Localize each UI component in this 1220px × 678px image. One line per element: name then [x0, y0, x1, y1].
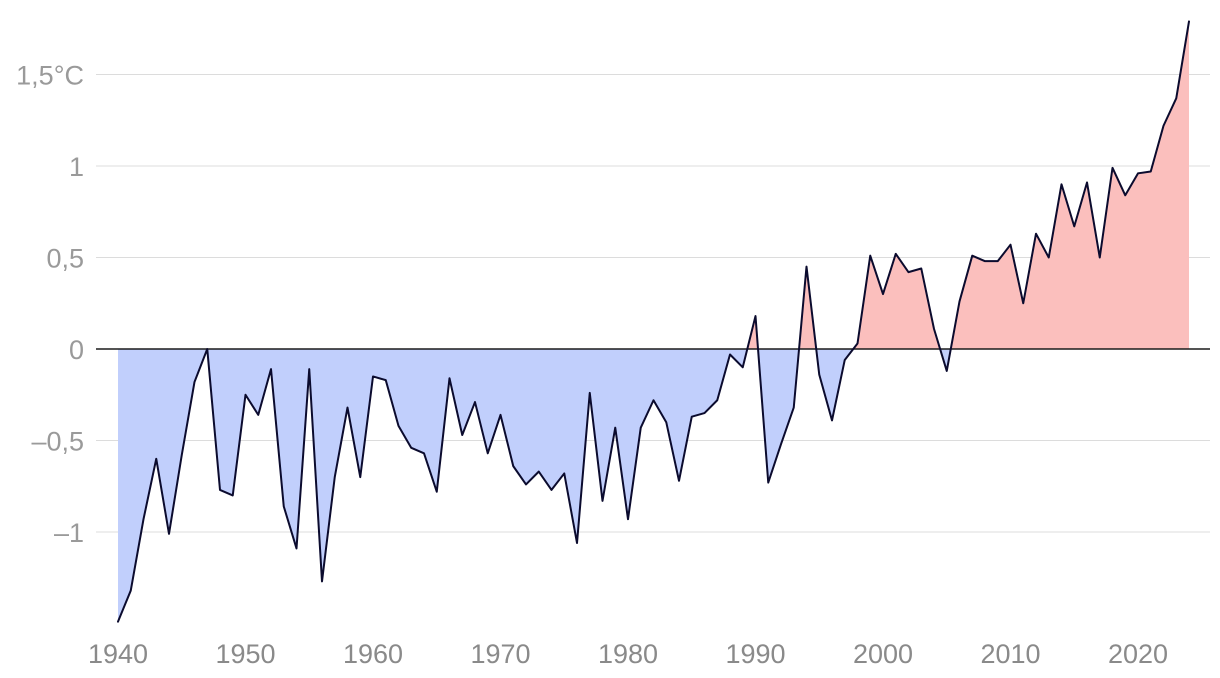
x-axis-ticks: 1940 1950 1960 1970 1980 1990 2000 2010 2020: [88, 639, 1168, 669]
x-tick-label: 1950: [215, 639, 275, 669]
x-tick-label: 2020: [1108, 639, 1168, 669]
y-tick-label: –0,5: [31, 427, 84, 457]
y-tick-label: 1: [69, 152, 84, 182]
y-tick-label: –1: [54, 518, 84, 548]
x-tick-label: 1970: [470, 639, 530, 669]
x-tick-label: 2010: [980, 639, 1040, 669]
y-axis-ticks: 1,5°C 1 0,5 0 –0,5 –1: [16, 61, 84, 549]
x-tick-label: 1940: [88, 639, 148, 669]
y-tick-label: 0: [69, 335, 84, 365]
anomaly-area: [118, 21, 1189, 622]
below-zero-area: [118, 349, 951, 622]
x-tick-label: 1990: [725, 639, 785, 669]
x-tick-label: 1960: [343, 639, 403, 669]
above-zero-area: [207, 21, 1189, 350]
x-tick-label: 2000: [853, 639, 913, 669]
anomaly-series-line: [117, 20, 1190, 623]
y-tick-label: 1,5°C: [16, 61, 84, 91]
y-tick-label: 0,5: [46, 244, 84, 274]
x-tick-label: 1980: [598, 639, 658, 669]
